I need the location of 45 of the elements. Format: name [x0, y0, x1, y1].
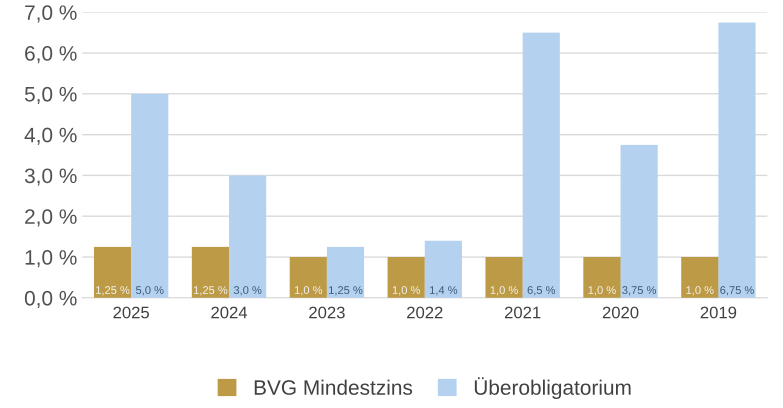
bar — [131, 94, 168, 298]
data-label: 3,0 % — [234, 286, 262, 296]
x-tick-label: 2023 — [309, 306, 345, 318]
bar — [94, 246, 132, 298]
data-label: 1,25 % — [329, 286, 362, 296]
bar — [583, 257, 621, 298]
y-tick-label: 6,0 % — [25, 46, 77, 64]
data-label: 1,0 % — [588, 286, 616, 296]
bar — [522, 32, 560, 298]
data-label: 1,0 % — [490, 286, 518, 296]
bar — [290, 257, 327, 298]
x-tick-label: 2022 — [407, 306, 442, 318]
bar — [192, 246, 230, 298]
bar — [229, 175, 266, 298]
legend-label: Überobligatorium — [474, 377, 631, 400]
x-tick-label: 2021 — [504, 306, 540, 318]
x-tick-label: 2025 — [113, 306, 149, 318]
bar — [485, 257, 523, 298]
data-label: 1,25 % — [194, 286, 228, 296]
bar — [681, 257, 718, 298]
data-label: 1,0 % — [392, 286, 420, 296]
x-tick-label: 2024 — [211, 306, 248, 318]
data-label: 1,25 % — [96, 286, 130, 296]
y-tick-label: 1,0 % — [26, 250, 77, 268]
data-label: 6,5 % — [528, 286, 556, 296]
legend-label: BVG Mindestzins — [254, 380, 412, 395]
y-tick-label: 4,0 % — [24, 128, 77, 145]
bar — [424, 240, 462, 298]
bar — [620, 144, 658, 298]
bar — [388, 257, 425, 298]
data-label: 1,4 % — [430, 286, 458, 296]
data-label: 1,0 % — [686, 286, 714, 296]
bar — [326, 246, 364, 298]
data-label: 5,0 % — [136, 286, 164, 296]
y-tick-label: 7,0 % — [25, 5, 77, 22]
y-tick-label: 2,0 % — [25, 209, 77, 226]
x-tick-label: 2020 — [602, 306, 638, 318]
data-label: 1,0 % — [294, 286, 322, 296]
data-label: 3,75 % — [622, 286, 656, 296]
data-label: 6,75 % — [720, 286, 754, 296]
x-tick-label: 2019 — [700, 306, 736, 318]
y-tick-label: 5,0 % — [24, 86, 77, 104]
bar — [718, 22, 756, 298]
y-tick-label: 3,0 % — [24, 168, 77, 186]
y-tick-label: 0,0 % — [24, 290, 77, 308]
